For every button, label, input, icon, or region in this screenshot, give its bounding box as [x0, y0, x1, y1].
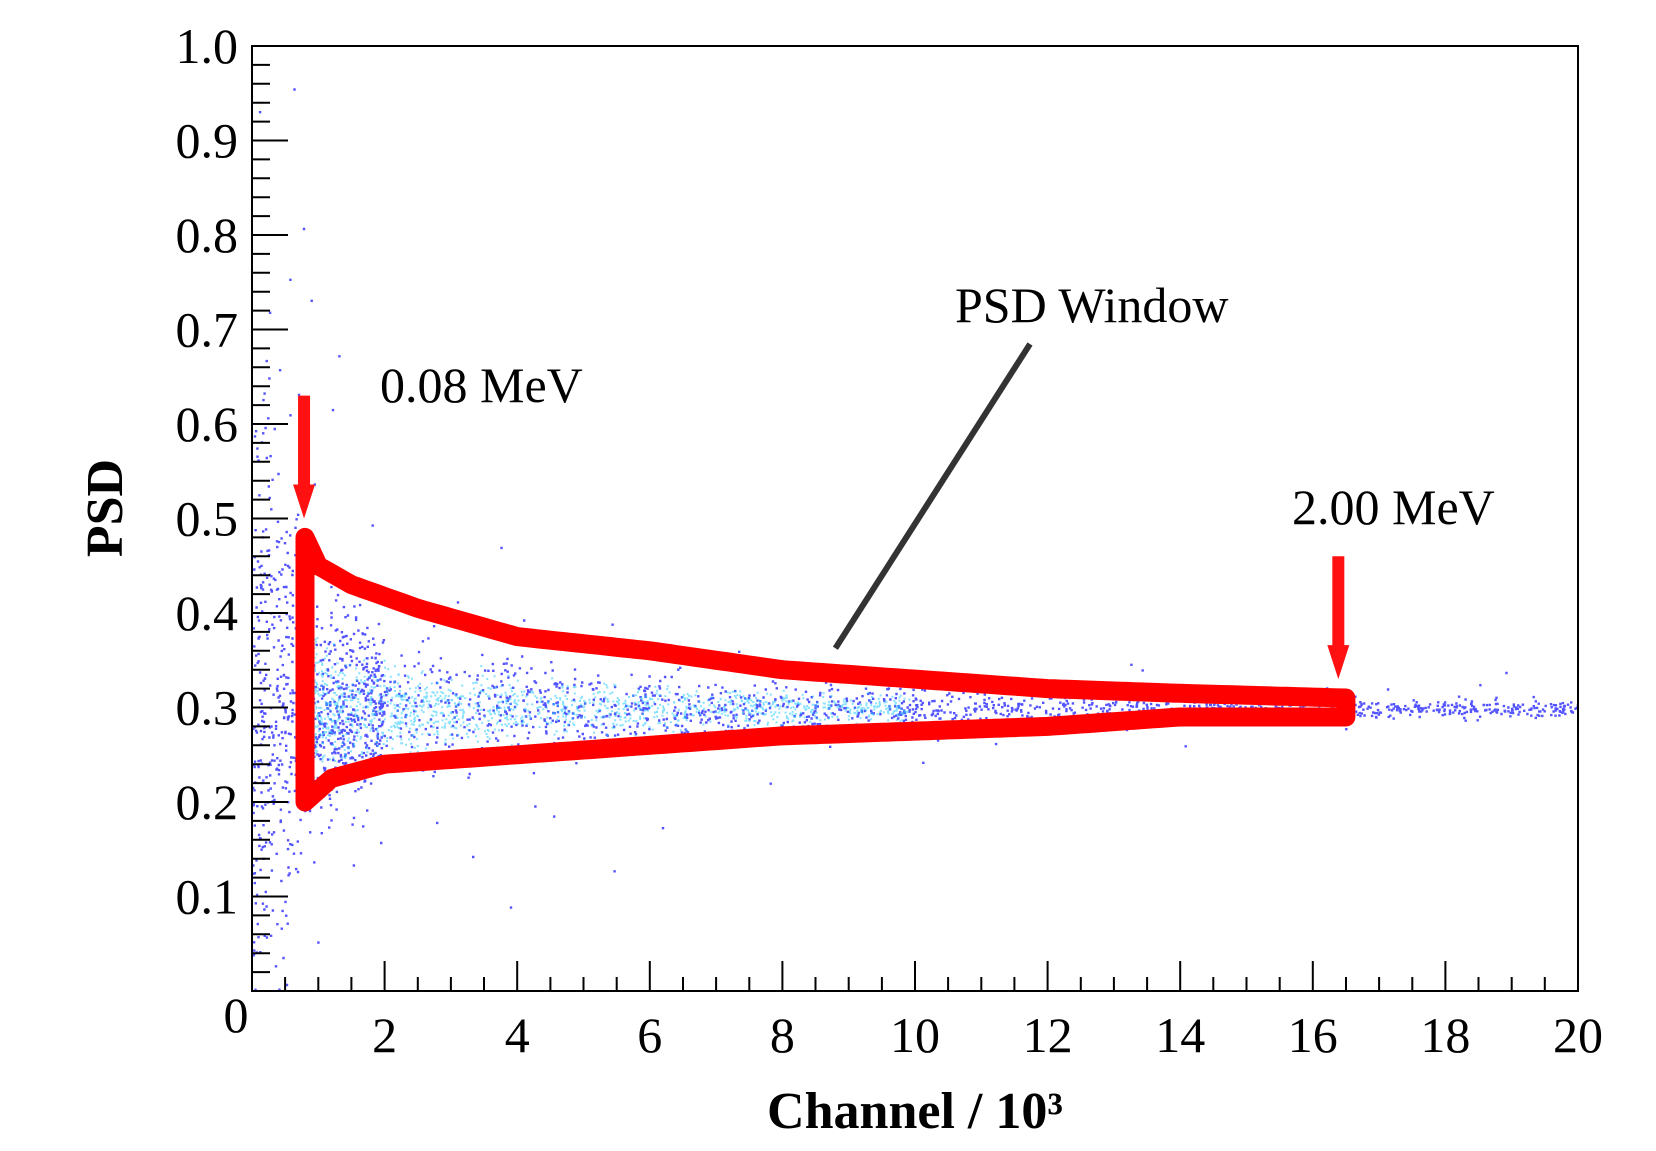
- x-tick-label: 10: [890, 1007, 940, 1063]
- x-tick-label: 8: [770, 1007, 795, 1063]
- tick-marks: [251, 45, 1579, 992]
- y-tick-labels: 0.1 0.2 0.3 0.4 0.5 0.6 0.7 0.8 0.9 1.0: [176, 18, 239, 925]
- x-tick-label: 2: [372, 1007, 397, 1063]
- psd-window-label: PSD Window: [955, 277, 1229, 333]
- y-tick-label: 0.9: [176, 113, 239, 169]
- y-tick-label: 0.2: [176, 774, 239, 830]
- psd-window-region: [295, 527, 1356, 812]
- y-tick-label: 0.7: [176, 302, 239, 358]
- x-tick-label: 6: [637, 1007, 662, 1063]
- y-tick-label: 0.5: [176, 491, 239, 547]
- y-tick-label: 0.4: [176, 585, 239, 641]
- x-tick-label: 4: [505, 1007, 530, 1063]
- y-tick-label: 0.6: [176, 396, 239, 452]
- x-tick-label: 16: [1288, 1007, 1338, 1063]
- y-axis-title: PSD: [77, 459, 134, 557]
- scatter-points: [252, 88, 1578, 991]
- annotations: 0.08 MeV 2.00 MeV PSD Window: [293, 277, 1495, 680]
- x-tick-label: 20: [1553, 1007, 1603, 1063]
- origin-label: 0: [224, 987, 249, 1043]
- x-axis-title: Channel / 10³: [767, 1083, 1063, 1140]
- x-tick-label: 14: [1155, 1007, 1205, 1063]
- scatter-point-cloud: [252, 88, 1578, 991]
- axis-ticks: [251, 45, 1579, 992]
- x-tick-label: 12: [1023, 1007, 1073, 1063]
- y-tick-label: 0.1: [176, 869, 239, 925]
- psd-window-pointer-line: [832, 342, 1033, 650]
- y-tick-label: 1.0: [176, 18, 239, 74]
- scatter-dense-core: [311, 637, 911, 788]
- y-tick-label: 0.8: [176, 207, 239, 263]
- x-tick-label: 18: [1420, 1007, 1470, 1063]
- psd-window-outline: [295, 527, 1356, 812]
- high-energy-arrow-icon: [1327, 556, 1350, 680]
- x-tick-labels: 2 4 6 8 10 12 14 16 18 20: [372, 1007, 1603, 1063]
- high-energy-label: 2.00 MeV: [1292, 479, 1495, 535]
- low-energy-label: 0.08 MeV: [380, 357, 583, 413]
- y-tick-label: 0.3: [176, 680, 239, 736]
- low-energy-arrow-icon: [293, 395, 316, 519]
